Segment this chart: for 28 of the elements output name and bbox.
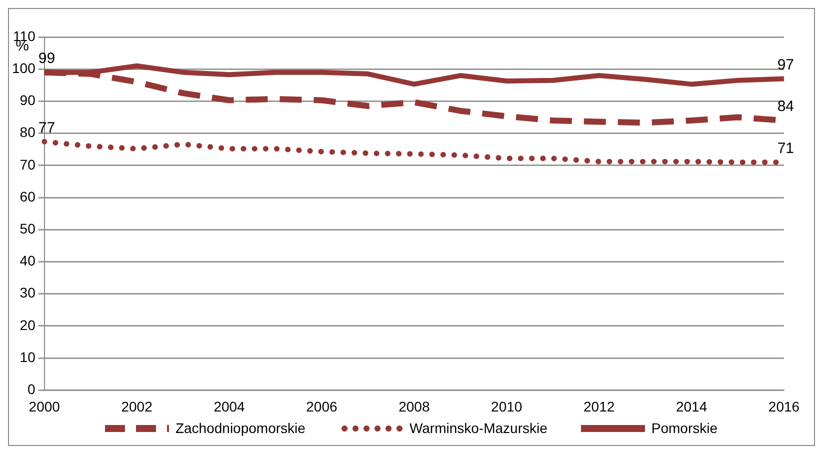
y-tick-label: 80 xyxy=(20,124,36,140)
x-tick-label: 2002 xyxy=(121,398,153,414)
y-tick-label: 0 xyxy=(28,381,36,398)
y-tick-label: 40 xyxy=(20,252,36,269)
y-tick-label: 90 xyxy=(20,92,36,108)
x-tick-label: 2016 xyxy=(768,398,800,414)
x-tick-label: 2006 xyxy=(306,398,338,414)
x-tick-label: 2012 xyxy=(584,398,615,414)
x-tick-label: 2008 xyxy=(398,398,430,414)
legend-label: Pomorskie xyxy=(651,419,718,437)
x-tick-label: 2000 xyxy=(28,398,60,414)
y-tick-label: 50 xyxy=(20,220,36,237)
data-label: 99 xyxy=(38,50,56,67)
x-tick-label: 2010 xyxy=(491,398,522,414)
data-label: 77 xyxy=(38,119,56,136)
data-label: 71 xyxy=(777,140,794,157)
legend-label: Zachodniopomorskie xyxy=(175,419,306,437)
y-tick-label: 10 xyxy=(20,348,36,365)
y-tick-label: 30 xyxy=(20,284,36,301)
y-tick-label: 70 xyxy=(20,156,36,172)
y-tick-label: 100 xyxy=(12,60,36,76)
x-tick-label: 2014 xyxy=(676,398,708,414)
y-tick-label: 20 xyxy=(20,316,36,333)
x-tick-label: 2004 xyxy=(214,398,246,414)
legend-label: Warminsko-Mazurskie xyxy=(409,419,548,437)
data-label: 84 xyxy=(777,98,794,116)
y-tick-label: 60 xyxy=(20,188,36,204)
data-label: 97 xyxy=(777,56,794,74)
